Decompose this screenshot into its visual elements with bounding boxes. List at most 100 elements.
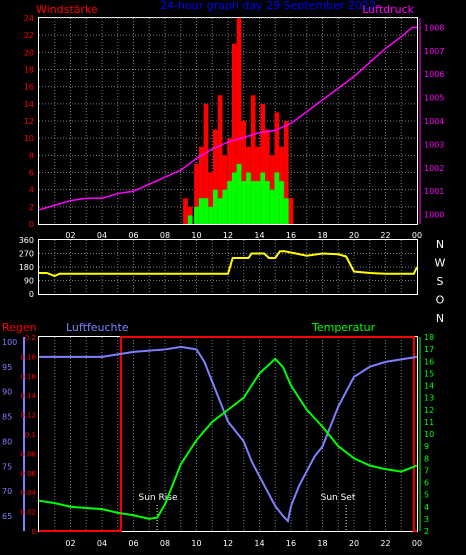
wind-gust-bar [198, 146, 204, 224]
hour-tick-label: 12 [223, 539, 233, 548]
sunset-label: Sun Set [321, 493, 356, 503]
wind-mean-bar [194, 206, 199, 224]
hour-tick-label: 10 [191, 539, 201, 548]
temperature-tick-label: 18 [424, 333, 434, 342]
rain-tick-label: 0.1 [25, 431, 36, 439]
temperature-tick-label: 6 [424, 479, 429, 488]
wind-gust-bar [288, 198, 294, 224]
pressure-tick-label: 1007 [424, 47, 444, 56]
pressure-tick-label: 1001 [424, 187, 444, 196]
hour-tick-label: 06 [128, 231, 138, 240]
wind-gust-bar [250, 95, 256, 224]
wind-mean-bar [208, 206, 214, 224]
wind-tick-label: 2 [29, 203, 34, 212]
hour-tick-label: 00 [412, 231, 422, 240]
pressure-tick-label: 1003 [424, 140, 444, 149]
rain-axis-title: Regen [2, 321, 37, 334]
hour-tick-label: 18 [317, 231, 327, 240]
temperature-tick-label: 10 [424, 430, 434, 439]
hour-tick-label: 00 [412, 539, 422, 548]
wind-mean-bar [283, 198, 289, 224]
wind-tick-label: 12 [24, 117, 34, 126]
hour-tick-label: 10 [191, 231, 201, 240]
wind-gust-bar [208, 172, 214, 224]
hour-tick-label: 08 [160, 231, 170, 240]
wind-gust-bar [265, 129, 270, 224]
hour-tick-label: 14 [254, 231, 264, 240]
rain-tick-label: 0.18 [20, 353, 36, 361]
temperature-tick-label: 13 [424, 394, 434, 403]
hour-tick-label: 20 [349, 231, 359, 240]
wind-tick-label: 4 [29, 186, 34, 195]
wind-gust-bar [187, 206, 193, 224]
wind-tick-label: 8 [29, 151, 34, 160]
wind-mean-bar [198, 198, 204, 224]
temperature-tick-label: 7 [424, 466, 429, 475]
pressure-tick-label: 1006 [424, 70, 444, 79]
direction-tick-label: 0 [29, 290, 34, 299]
wind-gust-bar [217, 95, 223, 224]
wind-mean-bar [241, 181, 247, 224]
wind-mean-bar [227, 181, 232, 224]
pressure-tick-label: 1000 [424, 211, 444, 220]
temperature-line [38, 357, 418, 520]
wind-mean-bar [222, 189, 228, 224]
temperature-tick-label: 11 [424, 418, 434, 427]
temperature-tick-label: 2 [424, 527, 429, 536]
wind-mean-bar [236, 163, 242, 224]
temperature-tick-label: 16 [424, 357, 434, 366]
wind-tick-label: 6 [29, 169, 34, 178]
wind-mean-bar [246, 172, 251, 224]
wind-tick-label: 16 [24, 83, 34, 92]
pressure-tick-label: 1004 [424, 117, 444, 126]
temperature-tick-label: 17 [424, 345, 434, 354]
wind-axis-title: Windstärke [36, 3, 98, 16]
hour-tick-label: 14 [254, 539, 264, 548]
wind-tick-label: 20 [24, 48, 34, 57]
wind-mean-bar [203, 198, 209, 224]
humidity-tick-label: 75 [2, 462, 12, 471]
pressure-line [38, 26, 417, 211]
wind-mean-bar [279, 181, 284, 224]
wind-tick-label: 22 [24, 31, 34, 40]
wind-mean-bar [250, 181, 256, 224]
rain-tick-label: 0.04 [20, 489, 36, 497]
wind-mean-bar [269, 189, 275, 224]
temperature-tick-label: 4 [424, 503, 429, 512]
temperature-tick-label: 15 [424, 369, 434, 378]
direction-tick-label: 270 [19, 250, 34, 259]
hour-tick-label: 16 [286, 231, 296, 240]
chart-title: 24-hour graph day 29 September 2022 [160, 0, 376, 12]
humidity-tick-label: 85 [2, 413, 12, 422]
hour-tick-label: 04 [97, 231, 107, 240]
compass-label: S [437, 275, 444, 288]
wind-mean-bar [217, 198, 223, 224]
humidity-tick-label: 70 [2, 487, 12, 496]
humidity-tick-label: 80 [2, 437, 12, 446]
wind-gust-bar [241, 121, 247, 224]
rain-tick-label: 0.2 [25, 334, 36, 342]
wind-gust-bar [183, 198, 188, 224]
wind-mean-bar [231, 172, 237, 224]
rain-tick-label: 0.02 [20, 509, 36, 517]
temperature-tick-label: 12 [424, 406, 434, 415]
wind-tick-label: 24 [24, 14, 34, 23]
compass-label: W [435, 257, 446, 270]
rain-tick-label: 0 [32, 528, 36, 536]
wind-gust-bar [194, 163, 199, 224]
hour-tick-label: 18 [317, 539, 327, 548]
rain-tick-label: 0.14 [20, 392, 36, 400]
wind-direction-line [39, 250, 418, 278]
wind-tick-label: 14 [24, 100, 34, 109]
wind-gust-bar [222, 155, 228, 224]
humidity-tick-label: 90 [2, 388, 12, 397]
wind-gust-bar [213, 129, 218, 224]
temperature-tick-label: 5 [424, 491, 429, 500]
wind-gust-bar [231, 43, 237, 224]
hour-tick-label: 04 [97, 539, 107, 548]
temperature-tick-label: 3 [424, 515, 429, 524]
hour-tick-label: 06 [128, 539, 138, 548]
wind-gust-bar [283, 121, 289, 224]
temperature-tick-label: 14 [424, 382, 434, 391]
